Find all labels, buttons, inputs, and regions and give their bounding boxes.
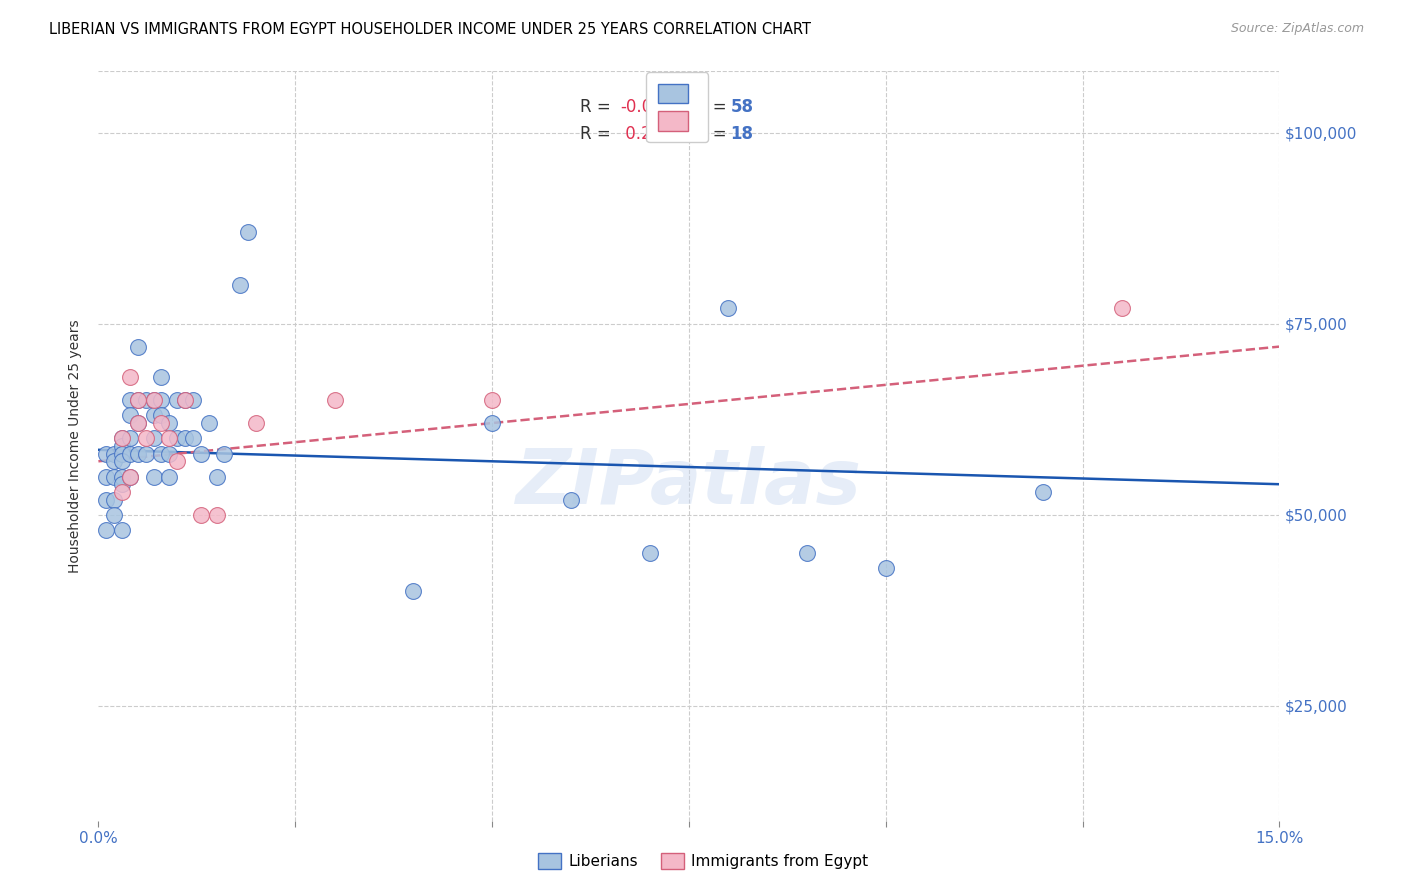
Point: [127, 447, 149, 461]
Point: [96, 447, 118, 461]
Point: [190, 508, 212, 522]
Point: [205, 508, 228, 522]
Point: [190, 447, 212, 461]
Point: [717, 301, 740, 316]
Point: [127, 416, 149, 430]
Point: [142, 409, 165, 423]
Point: [181, 431, 204, 445]
Point: [127, 393, 149, 408]
Point: [481, 416, 503, 430]
Point: [481, 393, 503, 408]
Point: [111, 477, 134, 491]
Point: [118, 409, 141, 423]
Point: [150, 393, 173, 408]
Point: [111, 469, 134, 483]
Point: [560, 492, 582, 507]
Text: 58: 58: [730, 97, 754, 116]
Point: [174, 393, 197, 408]
Legend: , : ,: [647, 72, 709, 143]
Point: [150, 416, 173, 430]
Point: [197, 416, 219, 430]
Point: [229, 278, 252, 293]
Point: [142, 393, 165, 408]
Point: [205, 469, 228, 483]
Point: [135, 393, 157, 408]
Point: [323, 393, 346, 408]
Point: [118, 370, 141, 384]
Point: [103, 469, 125, 483]
Point: [166, 454, 188, 468]
Point: [181, 393, 204, 408]
Y-axis label: Householder Income Under 25 years: Householder Income Under 25 years: [69, 319, 83, 573]
Point: [157, 469, 180, 483]
Point: [111, 523, 134, 537]
Point: [111, 454, 134, 468]
Point: [103, 447, 125, 461]
Point: [111, 431, 134, 445]
Point: [174, 393, 197, 408]
Text: LIBERIAN VS IMMIGRANTS FROM EGYPT HOUSEHOLDER INCOME UNDER 25 YEARS CORRELATION : LIBERIAN VS IMMIGRANTS FROM EGYPT HOUSEH…: [49, 22, 811, 37]
Point: [1032, 484, 1054, 499]
Point: [157, 447, 180, 461]
Point: [157, 431, 180, 445]
Text: R =: R =: [581, 125, 612, 144]
Point: [875, 561, 897, 575]
Point: [135, 447, 157, 461]
Point: [118, 469, 141, 483]
Text: N =: N =: [695, 97, 727, 116]
Point: [103, 492, 125, 507]
Point: [103, 508, 125, 522]
Point: [214, 447, 236, 461]
Text: R =: R =: [581, 97, 612, 116]
Point: [150, 447, 173, 461]
Point: [111, 447, 134, 461]
Point: [638, 546, 661, 560]
Point: [111, 431, 134, 445]
Point: [166, 393, 188, 408]
Point: [150, 370, 173, 384]
Point: [111, 439, 134, 453]
Text: 0.261: 0.261: [620, 125, 673, 144]
Point: [96, 523, 118, 537]
Point: [142, 431, 165, 445]
Point: [103, 454, 125, 468]
Text: 18: 18: [730, 125, 754, 144]
Text: -0.023: -0.023: [620, 97, 673, 116]
Point: [96, 469, 118, 483]
Point: [166, 431, 188, 445]
Point: [127, 416, 149, 430]
Point: [96, 492, 118, 507]
Point: [118, 469, 141, 483]
Point: [111, 484, 134, 499]
Text: Source: ZipAtlas.com: Source: ZipAtlas.com: [1230, 22, 1364, 36]
Point: [127, 393, 149, 408]
Point: [157, 416, 180, 430]
Text: ZIPatlas: ZIPatlas: [516, 447, 862, 520]
Point: [796, 546, 818, 560]
Point: [118, 431, 141, 445]
Point: [142, 469, 165, 483]
Legend: Liberians, Immigrants from Egypt: Liberians, Immigrants from Egypt: [531, 847, 875, 875]
Point: [174, 431, 197, 445]
Point: [150, 409, 173, 423]
Point: [402, 584, 425, 599]
Point: [245, 416, 267, 430]
Point: [1111, 301, 1133, 316]
Point: [135, 431, 157, 445]
Point: [127, 340, 149, 354]
Point: [118, 393, 141, 408]
Point: [236, 225, 259, 239]
Point: [118, 447, 141, 461]
Text: N =: N =: [695, 125, 727, 144]
Point: [142, 393, 165, 408]
